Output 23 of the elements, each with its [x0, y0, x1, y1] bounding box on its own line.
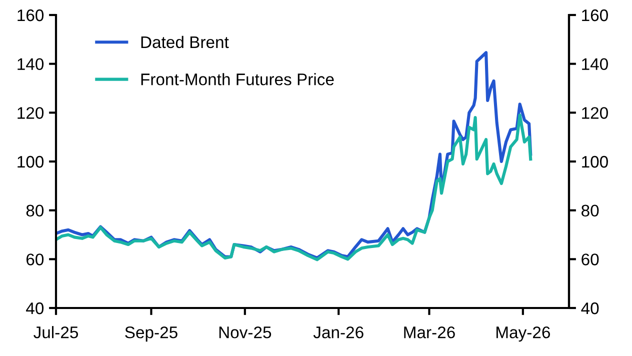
y-tick-label: 80	[26, 204, 44, 217]
y2-tick-label: 140	[582, 58, 608, 70]
x-tick-label: May-26	[496, 326, 550, 342]
x-tick-label: Mar-26	[404, 326, 455, 338]
y2-tick-label: 60	[582, 254, 599, 266]
y-tick-label: 60	[26, 254, 44, 266]
y2-tick-label: 160	[582, 9, 608, 22]
x-tick-label: Sep-25	[125, 326, 178, 342]
x-tick-label: Nov-25	[219, 326, 272, 338]
line-series	[56, 114, 532, 262]
x-tick-label: Jul-25	[34, 326, 78, 338]
x-tick-label: Jan-26	[313, 326, 364, 338]
y2-tick-label: 80	[582, 204, 599, 217]
y2-tick-label: 120	[582, 107, 608, 119]
y-tick-label: 160	[18, 9, 44, 22]
y-tick-label: 40	[26, 302, 44, 314]
y-tick-label: 120	[18, 107, 44, 119]
y-tick-label: 100	[18, 156, 44, 168]
legend-label: Dated Brent	[141, 36, 229, 48]
y2-tick-label: 40	[581, 302, 599, 314]
y2-tick-label: 100	[582, 156, 608, 168]
y-tick-label: 140	[18, 58, 44, 70]
legend-label: Front-Month Futures Price	[141, 73, 334, 86]
